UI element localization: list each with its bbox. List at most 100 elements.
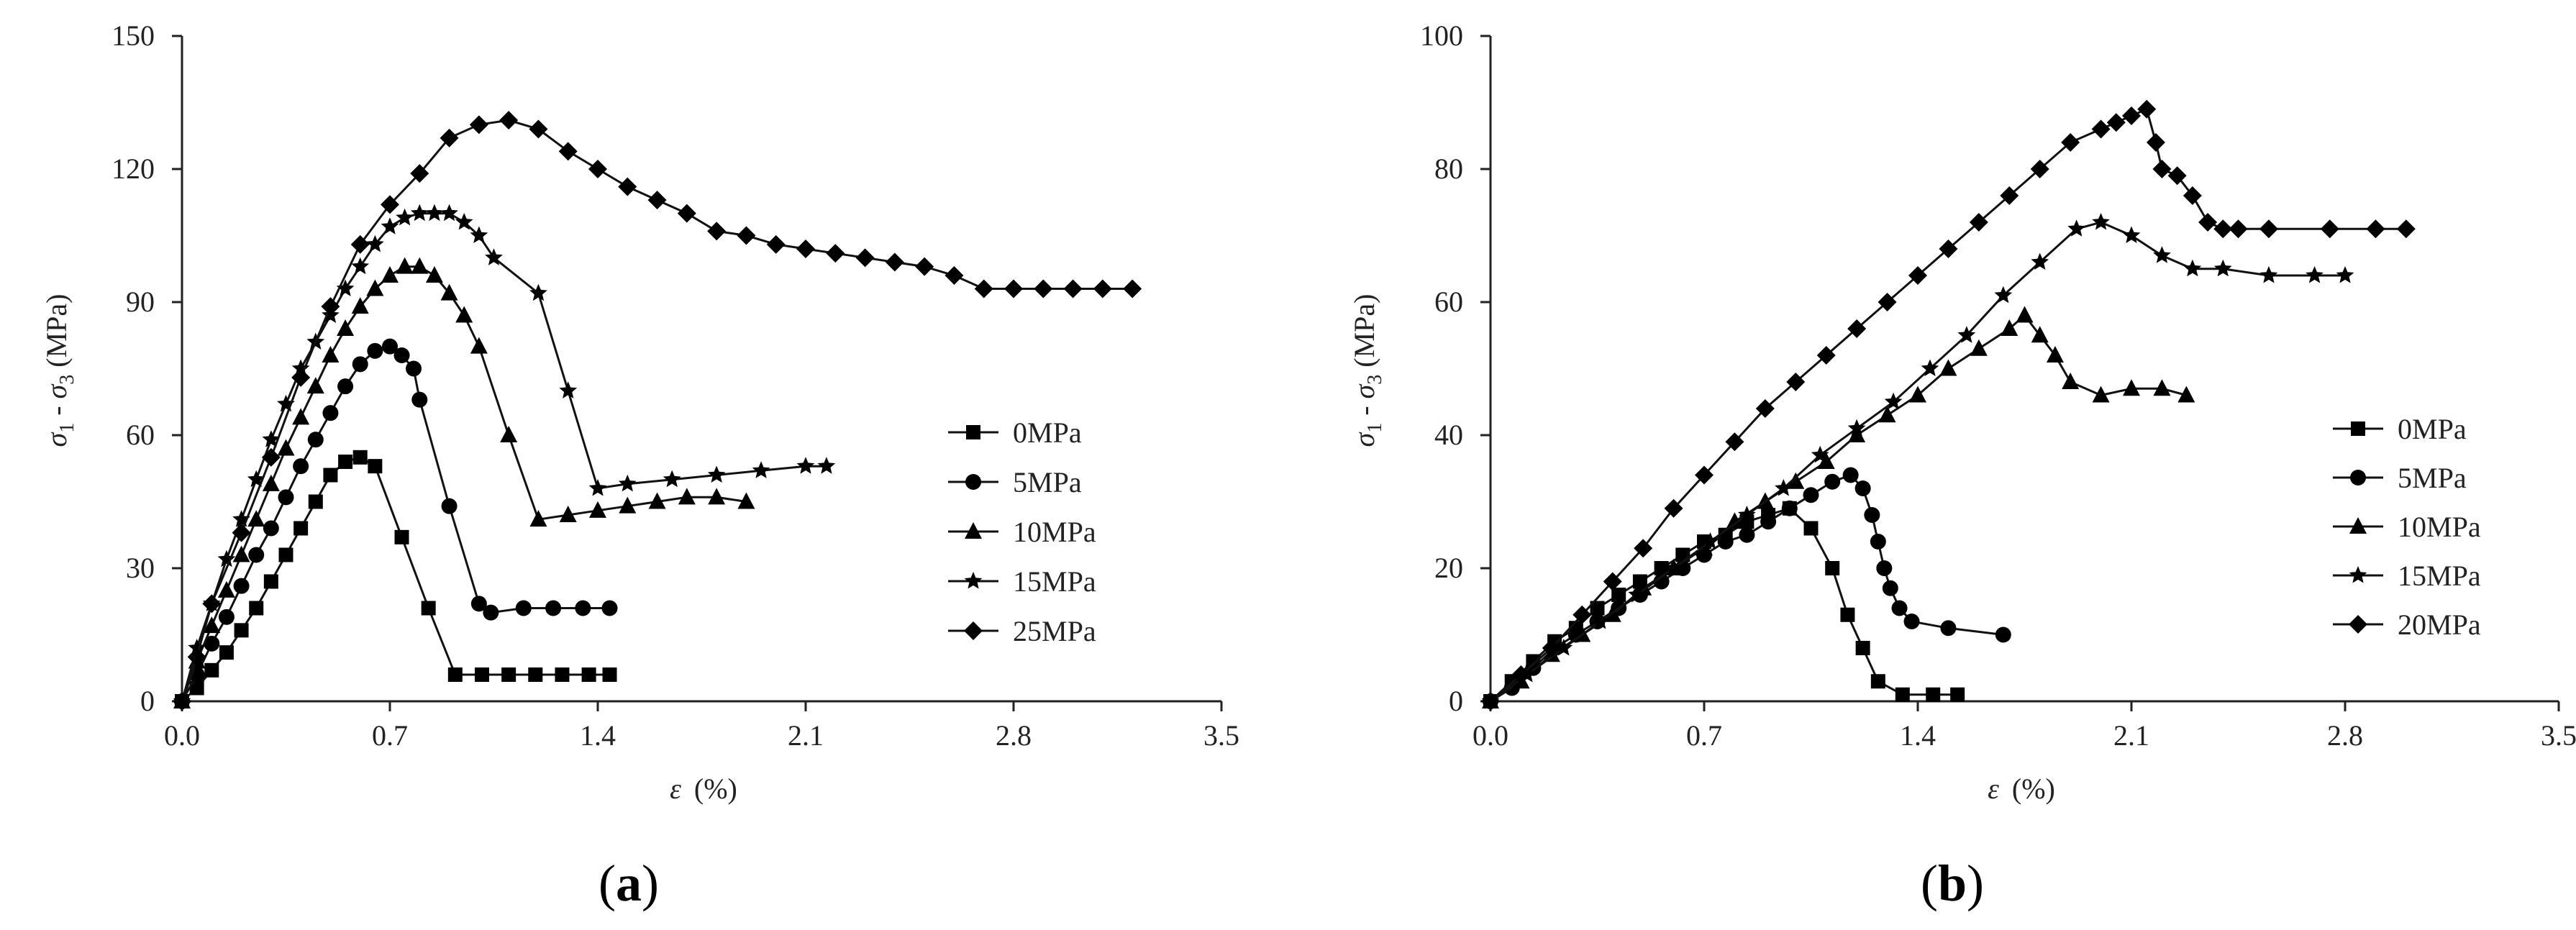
chart-b-point-20MPa (1755, 399, 1775, 418)
chart-a-point-25MPa (855, 248, 875, 268)
chart-a-xtick-1: 0.7 (372, 719, 408, 752)
chart-b-ytick-5: 100 (1420, 19, 1463, 52)
chart-b-point-20MPa (2259, 219, 2278, 239)
chart-a-xlabel-symbol: ε (670, 772, 681, 805)
chart-a-point-25MPa (529, 119, 548, 139)
chart-a-point-15MPa (455, 213, 473, 230)
chart-b-xtick-3: 2.1 (2113, 719, 2149, 752)
chart-b-xlabel-symbol: ε (1988, 772, 1999, 805)
chart-b-point-0MPa (1870, 674, 1885, 689)
chart-a-point-0MPa (293, 521, 309, 536)
chart-a-ytick-0: 0 (140, 685, 155, 717)
chart-b-legend-marker-15MPa (2349, 566, 2367, 583)
chart-b-series-5MPa (1483, 467, 2011, 709)
chart-b-point-20MPa (2106, 113, 2126, 132)
chart-a-point-10MPa (351, 297, 369, 314)
chart-b-point-10MPa (1878, 406, 1896, 423)
chart-a-line-25MPa (181, 119, 1133, 702)
chart-b-point-0MPa (1855, 641, 1870, 655)
chart-a-point-15MPa (559, 381, 578, 398)
chart-b-line-15MPa (1490, 221, 2345, 703)
chart-a-point-15MPa (470, 226, 488, 243)
chart-b-point-20MPa (1542, 639, 1561, 657)
chart-a-series-10MPa (173, 257, 755, 708)
chart-b-point-20MPa (1511, 665, 1531, 684)
chart-a-legend-marker-25MPa (964, 621, 983, 640)
chart-a-point-25MPa (885, 252, 904, 272)
chart-b-point-20MPa (2366, 219, 2385, 239)
chart-a-point-25MPa (588, 160, 607, 178)
chart-a-point-25MPa (187, 647, 206, 667)
chart-a-point-25MPa (618, 177, 637, 196)
chart-a-point-25MPa (1034, 279, 1053, 298)
chart-b-panel-label: (b) (1921, 854, 1984, 912)
chart-b-point-10MPa (2046, 346, 2064, 363)
chart-b-series-15MPa (1481, 213, 2354, 709)
chart-b-legend-label-1: 5MPa (2398, 462, 2467, 494)
chart-b-point-5MPa (1882, 580, 1898, 596)
chart-b-point-20MPa (2137, 99, 2157, 119)
chart-a-point-0MPa (474, 667, 489, 682)
chart-b-point-20MPa (1573, 605, 1592, 624)
chart-b-point-10MPa (1817, 452, 1835, 469)
chart-b-series-10MPa (1482, 306, 2195, 708)
chart-b-point-15MPa (1628, 585, 1646, 603)
chart-b-point-20MPa (2091, 119, 2111, 139)
chart-b: 0.0 0.7 1.4 2.1 2.8 3.5 0 20 40 60 80 10… (1348, 19, 2576, 912)
chart-b-point-5MPa (1870, 534, 1886, 550)
chart-b-point-5MPa (1903, 614, 1920, 629)
chart-a-point-5MPa (601, 600, 618, 616)
chart-b-point-20MPa (2152, 160, 2172, 178)
chart-b-point-20MPa (2320, 219, 2339, 239)
chart-b-point-20MPa (2122, 106, 2141, 125)
chart-a-point-25MPa (291, 368, 311, 387)
chart-b-point-15MPa (1665, 559, 1683, 576)
chart-a-point-25MPa (737, 226, 756, 245)
chart-b-point-15MPa (1738, 506, 1756, 523)
chart-b-point-0MPa (1590, 601, 1605, 616)
chart-a-point-25MPa (440, 128, 459, 147)
chart-a-point-10MPa (203, 616, 221, 634)
chart-a-point-10MPa (455, 306, 473, 323)
chart-a-point-0MPa (249, 601, 264, 616)
chart-b-point-5MPa (1717, 534, 1734, 550)
chart-a-ytick-5: 150 (111, 19, 155, 52)
chart-a-point-10MPa (648, 492, 666, 509)
chart-a-point-15MPa (817, 457, 836, 474)
chart-b-point-0MPa (1654, 561, 1669, 575)
chart-a-legend-marker-0MPa (966, 425, 980, 439)
chart-a-point-15MPa (336, 279, 355, 296)
chart-a-point-5MPa (307, 432, 324, 448)
chart-a-point-5MPa (293, 458, 309, 475)
chart-a-legend-label-1: 5MPa (1013, 466, 1082, 498)
chart-b-point-0MPa (1803, 521, 1819, 536)
chart-a-point-0MPa (204, 662, 219, 678)
chart-b-point-15MPa (1701, 532, 1719, 550)
chart-a-xtick-5: 3.5 (1203, 719, 1239, 752)
chart-b-point-15MPa (2306, 266, 2324, 283)
chart-b-series (1481, 99, 2416, 711)
chart-a: 0.0 0.7 1.4 2.1 2.8 3.5 0 30 60 90 120 1… (40, 19, 1239, 912)
chart-a-point-25MPa (321, 297, 340, 316)
chart-a-point-10MPa (619, 496, 637, 514)
chart-a-point-0MPa (189, 680, 204, 696)
chart-a-point-0MPa (447, 667, 463, 682)
chart-a-point-5MPa (278, 489, 294, 506)
chart-b-point-15MPa (2031, 252, 2049, 270)
chart-a-point-25MPa (945, 266, 964, 285)
chart-a-legend-label-0: 0MPa (1013, 416, 1082, 449)
chart-a-point-25MPa (410, 164, 429, 183)
chart-a-point-25MPa (1093, 279, 1112, 298)
chart-a-point-0MPa (219, 645, 234, 660)
chart-a-point-10MPa (366, 279, 384, 296)
chart-b-ytick-2: 40 (1434, 419, 1463, 451)
chart-b-point-10MPa (2062, 373, 2080, 389)
chart-a-point-10MPa (559, 506, 577, 522)
chart-a-series (173, 111, 1142, 711)
chart-a-point-5MPa (367, 342, 383, 359)
chart-a-point-5MPa (575, 600, 591, 616)
chart-a-point-10MPa (396, 257, 414, 274)
chart-a-point-25MPa (558, 142, 578, 161)
chart-b-point-15MPa (2153, 246, 2171, 263)
